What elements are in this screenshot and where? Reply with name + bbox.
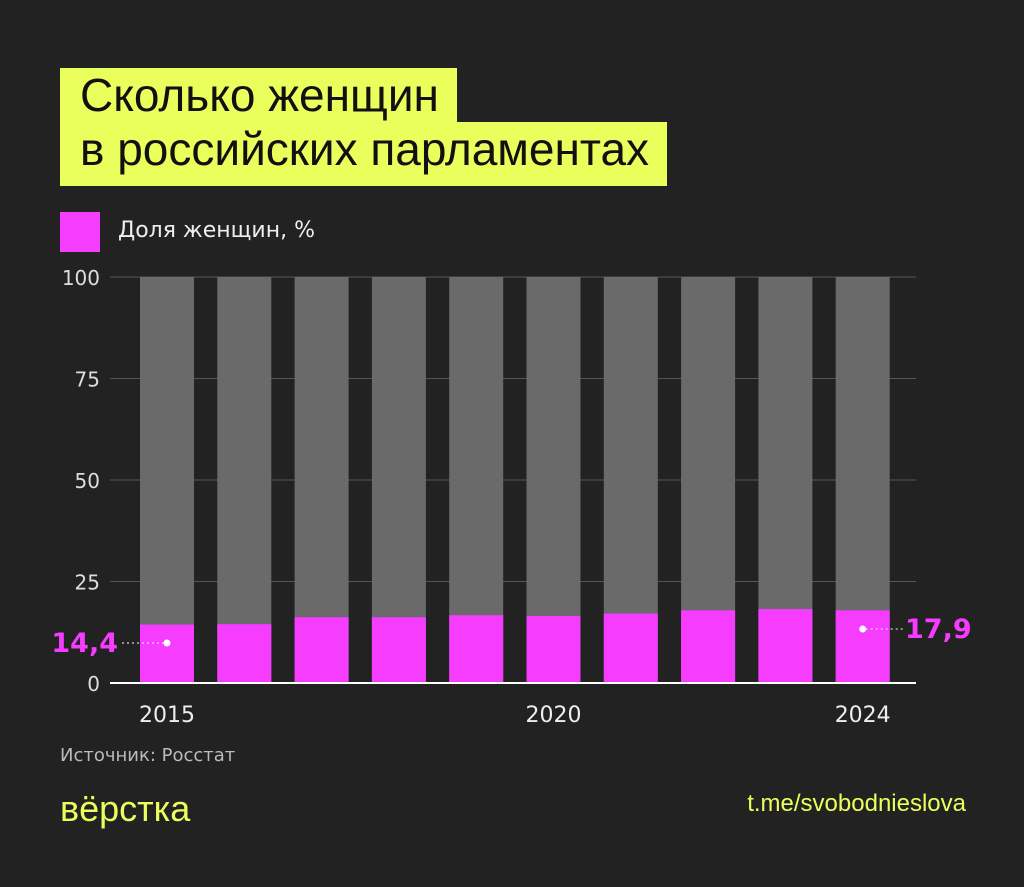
annotation-first: 14,4 <box>51 628 118 659</box>
y-tick-label: 75 <box>75 368 100 392</box>
annotation-dot <box>859 625 867 633</box>
bar-women-2023 <box>758 609 813 683</box>
bar-total <box>217 277 272 683</box>
legend-label: Доля женщин, % <box>118 218 315 243</box>
y-tick-label: 0 <box>87 672 100 696</box>
bar-women-2019 <box>449 615 504 683</box>
bar-women-2018 <box>371 617 426 683</box>
source: Источник: Росстат <box>60 745 236 766</box>
x-tick-label: 2024 <box>835 703 891 728</box>
bar-women-2024 <box>835 610 890 683</box>
bar-total <box>140 277 194 683</box>
bar-women-2022 <box>681 610 736 683</box>
bar-women-2015 <box>140 624 194 683</box>
logo: вёрстка <box>60 788 191 829</box>
bar-total <box>526 277 581 683</box>
x-tick-label: 2020 <box>526 703 582 728</box>
bar-women-2020 <box>526 616 581 683</box>
bar-women-2021 <box>603 613 658 683</box>
y-tick-label: 100 <box>62 266 100 290</box>
title-line-2: в российских парламентах <box>60 122 668 186</box>
annotation-last: 17,9 <box>905 614 972 645</box>
legend-swatch <box>60 212 100 252</box>
annotation-dot <box>163 639 171 647</box>
channel-link[interactable]: t.me/svobodnieslova <box>747 790 966 817</box>
bar-women-2016 <box>217 624 272 683</box>
x-tick-label: 2015 <box>139 703 195 728</box>
title-line-1: Сколько женщин <box>60 68 457 122</box>
y-tick-label: 50 <box>75 469 100 493</box>
y-tick-label: 25 <box>75 571 100 595</box>
bar-total <box>371 277 426 683</box>
bar-total <box>294 277 349 683</box>
bar-women-2017 <box>294 617 349 683</box>
